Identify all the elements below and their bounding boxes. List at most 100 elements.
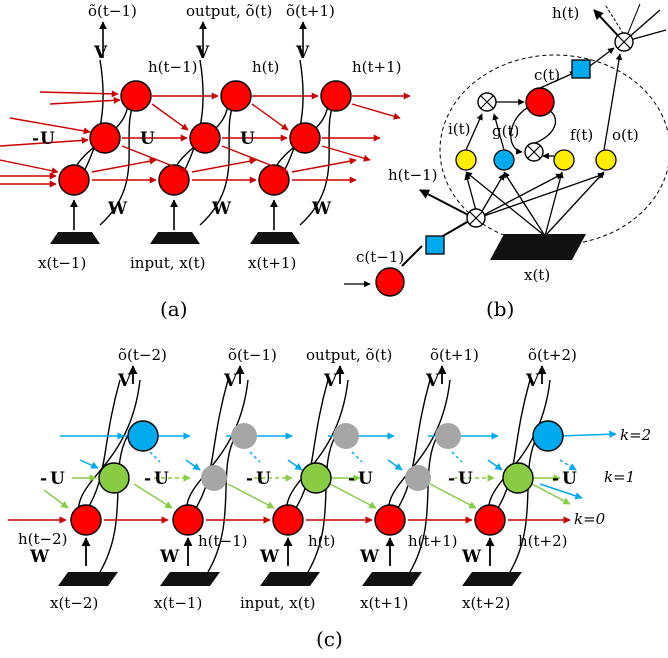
cell-state-node xyxy=(525,87,555,117)
weight-v-1: V xyxy=(93,43,108,63)
hidden-unit-k2 xyxy=(320,80,352,112)
node-k1-t-1 xyxy=(201,465,227,491)
c-weight-v-4: V xyxy=(425,371,440,391)
c-hidden-label-2: h(t−1) xyxy=(198,532,248,550)
c-output-label-3: output, õ(t) xyxy=(306,346,392,364)
weight-v-2: V xyxy=(195,43,210,63)
f-label: f(t) xyxy=(570,126,593,144)
panel-a-column-2 xyxy=(150,21,252,244)
weight-w-2: W xyxy=(211,199,232,219)
input-block-b xyxy=(490,234,586,260)
c-input-label-4: x(t+1) xyxy=(360,594,408,612)
k1-label: k=1 xyxy=(604,468,635,486)
output-gate xyxy=(595,149,617,171)
weight-w-3: W xyxy=(311,199,332,219)
hidden-unit-k0 xyxy=(258,164,290,196)
hidden-unit-k2 xyxy=(220,80,252,112)
c-input-label-3: input, x(t) xyxy=(240,594,315,612)
input-block-c5 xyxy=(462,572,522,586)
panel-a-recurrent-arrows xyxy=(0,90,411,188)
panel-c-vertical-arrows xyxy=(81,365,547,566)
node-k2-t+2 xyxy=(532,420,564,452)
hidden-unit-k2 xyxy=(120,80,152,112)
node-k0-t+2 xyxy=(474,504,506,536)
weight-v-3: V xyxy=(295,43,310,63)
c-weight-w-4: W xyxy=(359,547,380,567)
weight-w-1: W xyxy=(107,199,128,219)
node-k2-t xyxy=(333,423,359,449)
c-weight-w-5: W xyxy=(461,547,482,567)
hidden-unit-k0 xyxy=(158,164,190,196)
panel-a: õ(t−1) output, õ(t) õ(t+1) h(t−1) h(t) h… xyxy=(0,2,411,321)
panel-a-column-3 xyxy=(250,21,352,244)
panel-b: h(t) c(t) i(t) g(t) f(t) o(t) h(t−1) c(t… xyxy=(344,3,668,321)
x-label: x(t) xyxy=(524,266,550,284)
c-output-label-1: õ(t−2) xyxy=(118,346,167,364)
node-k2-t-2 xyxy=(127,420,159,452)
node-k1-t-2 xyxy=(98,462,130,494)
g-label: g(t) xyxy=(492,122,519,140)
c-weight-u-6: U xyxy=(562,469,577,489)
k2-label: k=2 xyxy=(620,426,651,444)
hidden-unit-k0 xyxy=(58,164,90,196)
weight-u-2: U xyxy=(140,129,155,149)
output-label-3: õ(t+1) xyxy=(286,2,335,20)
k0-label: k=0 xyxy=(574,510,606,528)
c-hidden-label-5: h(t+2) xyxy=(518,532,568,550)
forget-gate xyxy=(553,149,575,171)
input-block-c1 xyxy=(58,572,118,586)
c-weight-v-3: V xyxy=(323,371,338,391)
c-weight-u-4: U xyxy=(358,469,373,489)
input-block xyxy=(250,232,300,244)
c-weight-u-5: U xyxy=(458,469,473,489)
c-input-label-2: x(t−1) xyxy=(154,594,202,612)
c-weight-w-3: W xyxy=(259,547,280,567)
c-hidden-label-4: h(t+1) xyxy=(408,532,458,550)
input-block-c2 xyxy=(160,572,220,586)
c-dash-1: - xyxy=(40,469,47,489)
c-weight-v-1: V xyxy=(117,371,132,391)
panel-c-nodes xyxy=(70,420,564,536)
node-k2-t-1 xyxy=(231,423,257,449)
prev-tanh-box xyxy=(425,235,445,255)
o-label: o(t) xyxy=(612,126,639,144)
c-output-label-2: õ(t−1) xyxy=(228,346,277,364)
node-k1-t xyxy=(300,462,332,494)
candidate-gate xyxy=(493,149,515,171)
hidden-unit-k1 xyxy=(289,122,321,154)
c-dash-3: - xyxy=(246,469,253,489)
prev-cell-state-node xyxy=(375,267,405,297)
c-input-label-5: x(t+2) xyxy=(462,594,510,612)
c-label: c(t) xyxy=(534,66,560,84)
caption-b: (b) xyxy=(486,297,514,321)
hidden-label-1: h(t−1) xyxy=(148,58,198,76)
input-label-1: x(t−1) xyxy=(38,254,86,272)
node-k0-t+1 xyxy=(374,504,406,536)
c-weight-w-1: W xyxy=(29,547,50,567)
node-k1-t+1 xyxy=(405,465,431,491)
c-weight-w-2: W xyxy=(159,547,180,567)
node-k1-t+2 xyxy=(502,462,534,494)
caption-a: (a) xyxy=(160,297,188,321)
c-weight-u-2: U xyxy=(154,469,169,489)
input-block xyxy=(150,232,200,244)
input-gate xyxy=(455,149,477,171)
c-weight-v-2: V xyxy=(223,371,238,391)
panel-a-column-1 xyxy=(50,21,152,244)
c-input-label-1: x(t−2) xyxy=(50,594,98,612)
node-k0-t-1 xyxy=(172,504,204,536)
lstm-cell-boundary xyxy=(439,54,668,246)
c-dash-5: - xyxy=(448,469,455,489)
c-weight-v-5: V xyxy=(525,371,540,391)
hidden-label-2: h(t) xyxy=(252,58,279,76)
output-label-1: õ(t−1) xyxy=(88,2,137,20)
c-dash-2: - xyxy=(144,469,151,489)
c-hidden-label-1: h(t−2) xyxy=(18,530,68,548)
output-label-2: output, õ(t) xyxy=(186,2,272,20)
input-label-3: x(t+1) xyxy=(248,254,296,272)
input-block-c4 xyxy=(362,572,422,586)
c-weight-u-3: U xyxy=(256,469,271,489)
cell-tanh-box xyxy=(571,59,591,79)
node-k2-t+1 xyxy=(435,423,461,449)
